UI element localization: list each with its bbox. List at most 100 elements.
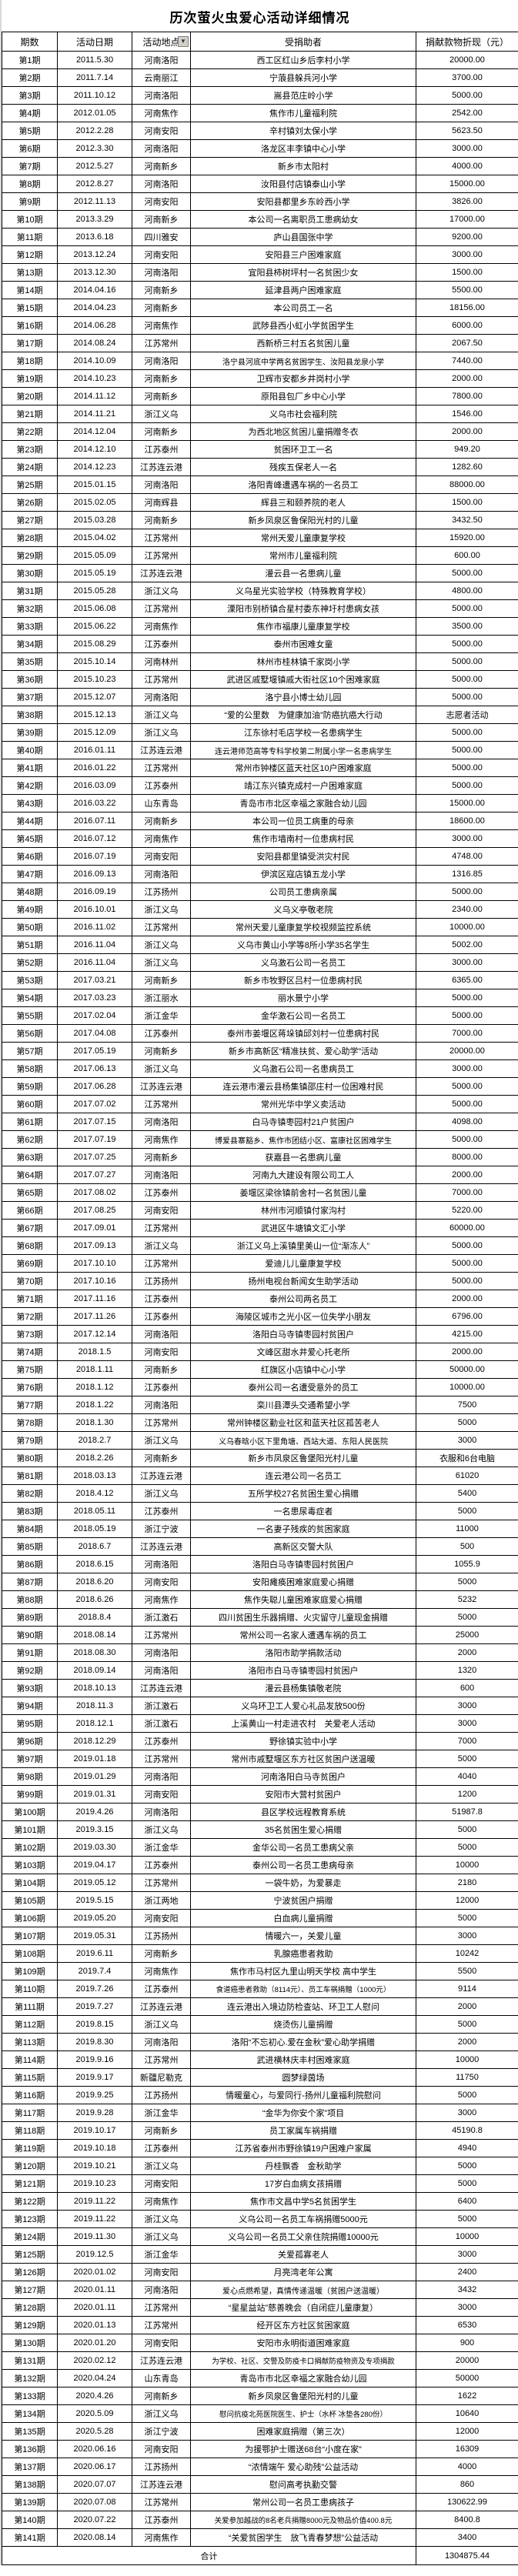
table-row: 第54期 2017.03.23 浙江丽水 丽水景宁小学 5000.00 [2, 989, 518, 1007]
cell-recipient: 县区学校远程教育系统 [190, 1803, 416, 1821]
cell-date: 2019.05.20 [57, 1909, 132, 1927]
cell-amount: 2000.00 [416, 369, 518, 388]
table-row: 第46期 2016.07.19 河南安阳 安阳县都里镇受洪灾村民 4748.00 [2, 847, 518, 866]
cell-date: 2017.04.08 [57, 1024, 132, 1043]
cell-amount: 5000 [416, 1573, 518, 1591]
cell-amount: 3000 [416, 2104, 518, 2122]
cell-region: 江苏连云港 [132, 458, 191, 476]
cell-period: 第1期 [2, 51, 58, 69]
cell-region: 浙江金华 [132, 2245, 191, 2264]
cell-date: 2019.9.16 [57, 2050, 132, 2069]
header-row: 期数 活动日期 活动地点 ▼ 受捐助者 捐献款物折现（元） [2, 32, 518, 52]
cell-region: 江苏泰州 [132, 1378, 191, 1396]
cell-period: 第22期 [2, 422, 58, 441]
table-row: 第87期 2018.6.20 河南安阳 安阳瘫痪困难家庭爱心捐赠 5000 [2, 1573, 518, 1591]
cell-period: 第62期 [2, 1130, 58, 1149]
cell-period: 第41期 [2, 759, 58, 777]
cell-date: 2019.05.12 [57, 1874, 132, 1892]
cell-region: 浙江金华 [132, 1006, 191, 1025]
table-row: 第56期 2017.04.08 江苏泰州 泰州市姜堰区蒋垛镇邱刘村一位患病村民 7000… [2, 1024, 518, 1043]
cell-amount: 5000.00 [416, 599, 518, 618]
table-row: 第78期 2018.1.30 江苏常州 常州钟楼区勤业社区和蓝天社区孤苦老人 5000 [2, 1413, 518, 1432]
cell-period: 第8期 [2, 175, 58, 193]
cell-date: 2018.08.14 [57, 1626, 132, 1644]
cell-region: 浙江义乌 [132, 2404, 191, 2423]
cell-amount: 4748.00 [416, 847, 518, 866]
table-row: 第82期 2018.4.12 浙江义乌 五所学校27名贫困生爱心捐赠 5400 [2, 1484, 518, 1503]
cell-region: 河南焦作 [132, 2528, 191, 2547]
cell-amount: 10640 [416, 2404, 518, 2423]
cell-period: 第11期 [2, 228, 58, 246]
cell-recipient: 上溪黄山一村走进农村 关爱老人活动 [190, 1714, 416, 1733]
cell-date: 2020.01.11 [57, 2298, 132, 2317]
table-row: 第108期 2019.6.11 河南新乡 乳腺癌患者救助 10242 [2, 1944, 518, 1963]
cell-region: 山东青岛 [132, 2369, 191, 2387]
cell-period: 第79期 [2, 1431, 58, 1450]
cell-region: 江苏常州 [132, 2493, 191, 2511]
cell-amount: 5000.00 [416, 635, 518, 653]
cell-region: 河南洛阳 [132, 1767, 191, 1786]
cell-date: 2015.04.02 [57, 529, 132, 547]
cell-region: 河南洛阳 [132, 1325, 191, 1343]
table-row: 第64期 2017.07.27 河南洛阳 河南九大建设有限公司工人 2000.00 [2, 1166, 518, 1184]
table-row: 第96期 2018.12.29 江苏泰州 野徐镇实验中小学 7000 [2, 1732, 518, 1750]
cell-date: 2016.01.11 [57, 741, 132, 759]
cell-amount: 5000.00 [416, 1254, 518, 1273]
cell-amount: 3000.00 [416, 245, 518, 264]
cell-date: 2019.9.28 [57, 2104, 132, 2122]
cell-date: 2019.7.4 [57, 1962, 132, 1980]
table-row: 第41期 2016.01.22 江苏常州 常州市钟楼区蓝天社区10户困难家庭 5000.… [2, 759, 518, 777]
cell-region: 河南洛阳 [132, 2033, 191, 2051]
table-row: 第18期 2014.10.09 河南洛阳 洛宁县河底中学两名贫困学生、汝阳县龙泉小学 7… [2, 352, 518, 370]
table-row: 第10期 2013.3.29 河南新乡 本公司一名离职员工患病幼女 17000.00 [2, 210, 518, 229]
cell-date: 2018.08.30 [57, 1643, 132, 1662]
cell-region: 河南新乡 [132, 1360, 191, 1379]
cell-period: 第88期 [2, 1590, 58, 1609]
cell-date: 2019.10.21 [57, 2157, 132, 2175]
cell-region: 河南新乡 [132, 812, 191, 830]
cell-date: 2017.07.02 [57, 1095, 132, 1113]
cell-region: 河南新乡 [132, 1042, 191, 1060]
cell-period: 第75期 [2, 1360, 58, 1379]
cell-recipient: 月亮湾老年公寓 [190, 2263, 416, 2281]
cell-region: 江苏泰州 [132, 1856, 191, 1874]
cell-recipient: 辉县三和颐养院的老人 [190, 493, 416, 512]
cell-recipient: 金华公司一名员工患病父亲 [190, 1838, 416, 1857]
table-row: 第73期 2017.12.14 河南洛阳 洛阳白马寺镇枣园村贫困户 4215.00 [2, 1325, 518, 1343]
cell-period: 第92期 [2, 1661, 58, 1680]
table-row: 第1期 2011.5.30 河南洛阳 西工区红山乡后李村小学 20000.00 [2, 51, 518, 69]
filter-dropdown-icon[interactable]: ▼ [178, 36, 189, 47]
cell-amount: 20000.00 [416, 51, 518, 69]
cell-recipient: 乳腺癌患者救助 [190, 1944, 416, 1963]
table-row: 第29期 2015.05.09 江苏常州 常州市儿童福利院 600.00 [2, 546, 518, 565]
cell-region: 江苏连云港 [132, 1679, 191, 1697]
cell-period: 第85期 [2, 1537, 58, 1556]
cell-amount: 5500.00 [416, 281, 518, 299]
cell-region: 江苏常州 [132, 759, 191, 777]
table-row: 第44期 2016.07.11 河南新乡 本公司一位员工病重的母亲 18600.00 [2, 812, 518, 830]
cell-amount: 45190.8 [416, 2121, 518, 2140]
cell-date: 2017.07.25 [57, 1148, 132, 1166]
cell-date: 2012.3.30 [57, 139, 132, 158]
cell-date: 2019.8.15 [57, 2015, 132, 2034]
table-row: 第83期 2018.05.11 江苏泰州 一名患尿毒症者 5000 [2, 1502, 518, 1520]
cell-period: 第89期 [2, 1608, 58, 1627]
cell-period: 第68期 [2, 1236, 58, 1255]
cell-period: 第44期 [2, 812, 58, 830]
cell-recipient: 林州市桂林镇千家岗小学 [190, 652, 416, 671]
cell-region: 浙江义乌 [132, 405, 191, 423]
cell-period: 第58期 [2, 1059, 58, 1078]
cell-period: 第121期 [2, 2174, 58, 2193]
cell-date: 2014.08.24 [57, 334, 132, 352]
cell-date: 2020.06.17 [57, 2458, 132, 2476]
table-row: 第3期 2011.10.12 河南洛阳 嵩县范庄岭小学 5000.00 [2, 86, 518, 105]
table-row: 第121期 2019.10.23 河南安阳 17岁白血病女孩捐赠 5000 [2, 2174, 518, 2193]
cell-period: 第132期 [2, 2369, 58, 2387]
cell-region: 河南安阳 [132, 2334, 191, 2352]
cell-period: 第93期 [2, 1679, 58, 1697]
cell-recipient: “浓情端午 爱心助残”公益活动 [190, 2458, 416, 2476]
cell-amount: 5400 [416, 1484, 518, 1503]
table-row: 第52期 2016.11.04 浙江义乌 义乌激石公司一名员工 3000.00 [2, 953, 518, 972]
cell-date: 2019.01.18 [57, 1750, 132, 1768]
cell-period: 第70期 [2, 1272, 58, 1290]
